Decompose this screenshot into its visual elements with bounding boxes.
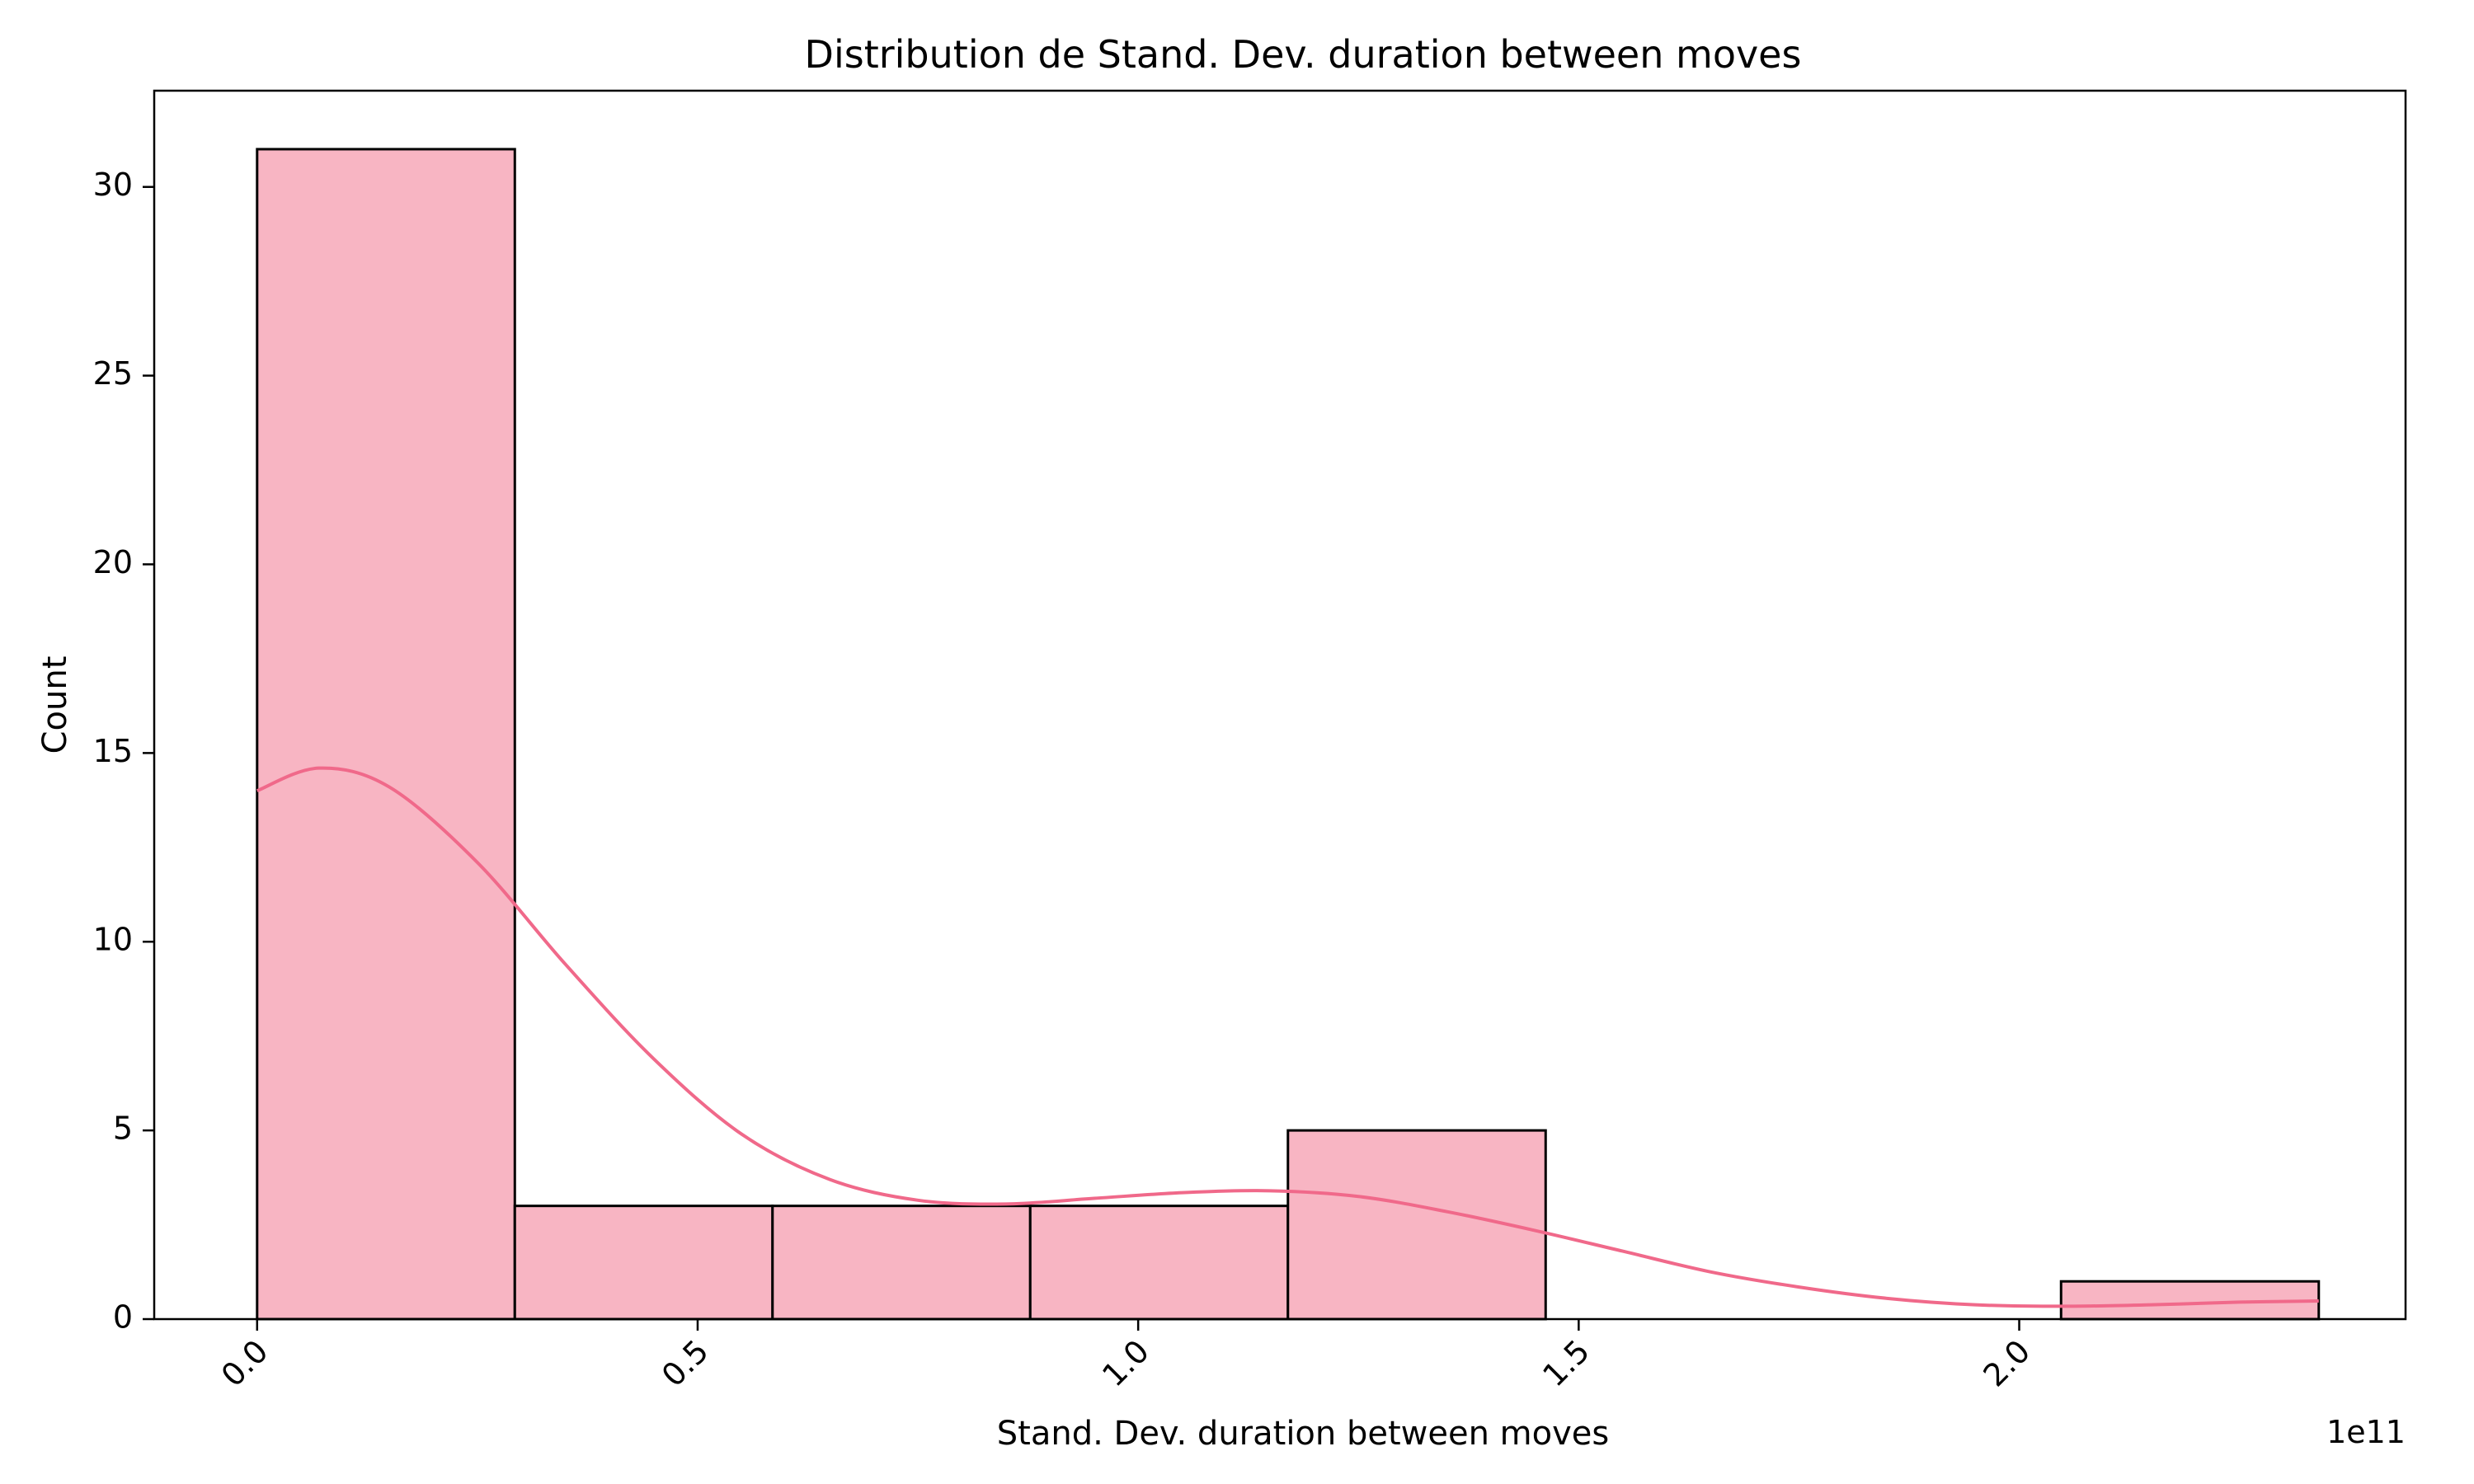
- y-tick-label: 10: [93, 922, 133, 958]
- y-axis-ticks: 0 5 10 15 20 25 30: [93, 167, 154, 1336]
- histogram-bar: [1028, 1205, 1290, 1321]
- y-tick-label: 15: [93, 733, 133, 769]
- axes-frame: [153, 89, 2407, 1321]
- y-tick-label: 20: [93, 544, 133, 580]
- y-axis-label: Count: [36, 656, 74, 754]
- y-tick-label: 0: [113, 1299, 133, 1336]
- histogram-bar: [771, 1205, 1032, 1321]
- y-tick-label: 30: [93, 167, 133, 203]
- chart-title: Distribution de Stand. Dev. duration bet…: [805, 32, 1802, 77]
- x-axis-label: Stand. Dev. duration between moves: [997, 1415, 1609, 1453]
- y-tick-label: 25: [93, 355, 133, 392]
- histogram-bar: [256, 148, 516, 1321]
- x-axis-offset-label: 1e11: [2326, 1414, 2406, 1450]
- histogram-bar: [513, 1205, 774, 1321]
- kde-curve: [256, 766, 2319, 1308]
- y-tick-label: 5: [113, 1111, 133, 1147]
